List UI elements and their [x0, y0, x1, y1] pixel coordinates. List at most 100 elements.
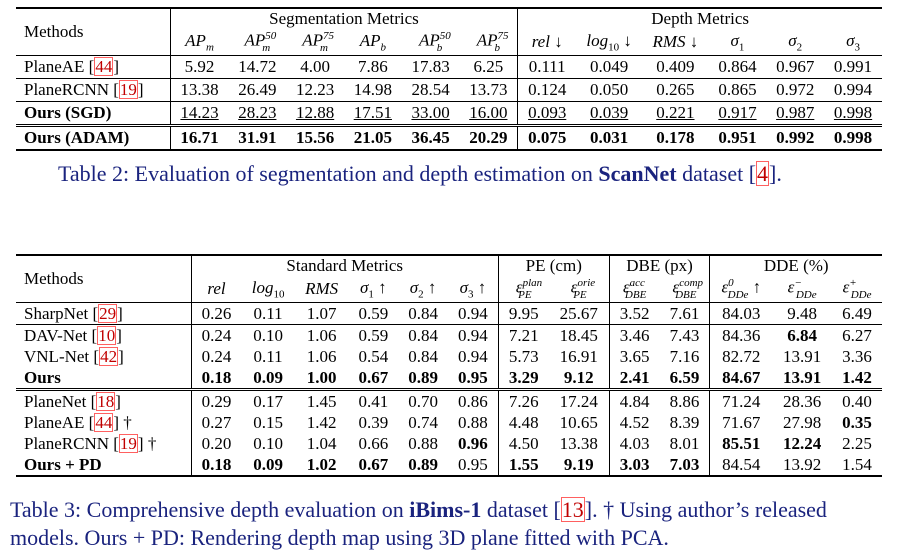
col-sigma3: σ3 ↑	[447, 276, 499, 303]
table-cell: 28.54	[401, 78, 460, 102]
table-cell: 84.67	[722, 367, 761, 387]
table-cell: 7.61	[659, 302, 711, 325]
col-rel: rel ↓	[517, 29, 577, 56]
col-ap-b: APb	[343, 29, 402, 56]
table-cell: 0.967	[776, 57, 815, 76]
table-cell: 0.94	[447, 346, 499, 367]
table-cell: 0.35	[842, 412, 872, 432]
citation-link[interactable]: 19	[118, 433, 138, 453]
table-cell: 13.91	[783, 367, 822, 387]
table-cell: 0.917	[708, 101, 767, 126]
col-log10: log10	[241, 276, 295, 303]
table-cell: 7.03	[659, 454, 711, 477]
table-cell: 0.11	[253, 303, 283, 323]
table-cell: 0.15	[253, 412, 283, 432]
col-ap-m: APm	[170, 29, 229, 56]
table-cell: 0.18	[201, 367, 232, 387]
table-cell: 84.03	[722, 303, 761, 323]
table-cell: 16.00	[459, 101, 519, 126]
table-cell: 4.48	[508, 412, 539, 432]
col-rms: RMS ↓	[642, 29, 709, 56]
col-dde-minus: ε−DDe	[772, 276, 833, 303]
method-name: Ours (SGD)	[16, 101, 171, 126]
table-cell: 1.55	[498, 454, 549, 477]
table-cell: 0.94	[447, 324, 499, 346]
citation-link[interactable]: 13	[560, 497, 585, 522]
citation-link[interactable]: 19	[118, 80, 138, 99]
table-cell: 0.59	[348, 324, 399, 346]
table-cell: 12.23	[286, 78, 344, 102]
table-cell: 17.51	[343, 101, 402, 126]
table-cell: 0.59	[358, 303, 389, 323]
table-cell: 85.51	[722, 433, 761, 453]
table-cell: 0.093	[517, 101, 577, 126]
table-cell: 84.54	[709, 454, 773, 477]
table-cell: 71.24	[709, 388, 773, 412]
dbe-header: DBE (px)	[609, 254, 711, 276]
table-cell: 20.29	[459, 124, 519, 151]
citation-link[interactable]: 42	[99, 346, 119, 366]
citation-link[interactable]: 44	[94, 412, 114, 432]
table-cell: 0.24	[201, 346, 232, 366]
table-cell: 4.00	[300, 57, 330, 76]
citation-link[interactable]: 10	[97, 325, 117, 345]
table-cell: 36.45	[401, 124, 460, 151]
table-cell: 0.29	[191, 388, 242, 412]
method-name: PlaneRCNN [19] †	[16, 433, 192, 454]
table-row: Ours + PD 0.18 0.09 1.02 0.67 0.89 0.95 1.55 9.1…	[16, 454, 882, 477]
segmentation-metrics-header: Segmentation Metrics	[170, 7, 519, 29]
table-row: VNL-Net [42] 0.24 0.11 1.06 0.54 0.84 0.94 5.73…	[16, 346, 882, 367]
method-name: PlaneRCNN [19]	[16, 78, 171, 102]
table-cell: 7.26	[498, 388, 549, 412]
table-cell: 0.10	[253, 433, 283, 453]
table-cell: 0.95	[447, 454, 499, 477]
method-name: PlaneNet [18]	[16, 388, 192, 412]
table-cell: 0.89	[408, 367, 438, 387]
table-cell: 8.86	[659, 388, 711, 412]
table-cell: 0.41	[348, 388, 399, 412]
table-cell: 27.98	[783, 412, 822, 432]
table-cell: 0.039	[576, 101, 643, 126]
table-cell: 28.36	[772, 388, 833, 412]
table-cell: 9.19	[548, 454, 610, 477]
citation-link[interactable]: 4	[756, 161, 770, 186]
table-cell: 0.10	[241, 324, 295, 346]
col-ap50-b: AP50b	[401, 29, 460, 56]
col-rel: rel	[191, 276, 242, 303]
method-name: PlaneAE [44] †	[16, 412, 192, 433]
table-cell: 13.38	[170, 78, 229, 102]
table-cell: 28.23	[228, 101, 287, 126]
table-cell: 3.65	[619, 346, 650, 366]
col-rms: RMS	[294, 276, 349, 303]
col-pe-plan: εplanPE	[498, 276, 549, 303]
table-cell: 0.66	[358, 433, 389, 453]
table-cell: 13.38	[548, 433, 610, 454]
table-cell: 13.73	[459, 78, 519, 102]
table-cell: 0.221	[642, 101, 709, 126]
pe-header: PE (cm)	[498, 254, 610, 276]
col-dde-0: ε0DDe ↑	[709, 276, 773, 303]
citation-link[interactable]: 18	[96, 391, 116, 411]
citation-link[interactable]: 44	[94, 57, 114, 76]
table-cell: 14.98	[343, 78, 402, 102]
col-dde-plus: ε+DDe	[832, 276, 882, 303]
col-sigma2: σ2	[766, 29, 825, 56]
col-sigma3: σ3	[824, 29, 882, 56]
table-cell: 9.12	[548, 367, 610, 390]
table-cell: 17.83	[411, 57, 450, 76]
table-cell: 0.09	[253, 367, 283, 387]
method-name: Ours	[16, 367, 192, 390]
col-dbe-comp: εcompDBE	[659, 276, 711, 303]
table-row: PlaneAE [44] 5.92 14.72 4.00 7.86 17.83 6.25 0.…	[16, 55, 882, 79]
table-row: Ours 0.18 0.09 1.00 0.67 0.89 0.95 3.29 9.12 2.41…	[16, 367, 882, 390]
table-cell: 0.86	[447, 388, 499, 412]
table-cell: 7.43	[659, 324, 711, 346]
table-cell: 0.94	[447, 302, 499, 325]
citation-link[interactable]: 29	[98, 303, 118, 323]
method-name: PlaneAE [44]	[16, 55, 171, 79]
table-cell: 10.65	[548, 412, 610, 433]
col-sigma1: σ1 ↑	[348, 276, 399, 303]
method-name: VNL-Net [42]	[16, 346, 192, 367]
table-cell: 7.21	[498, 324, 549, 346]
col-sigma2: σ2 ↑	[398, 276, 448, 303]
